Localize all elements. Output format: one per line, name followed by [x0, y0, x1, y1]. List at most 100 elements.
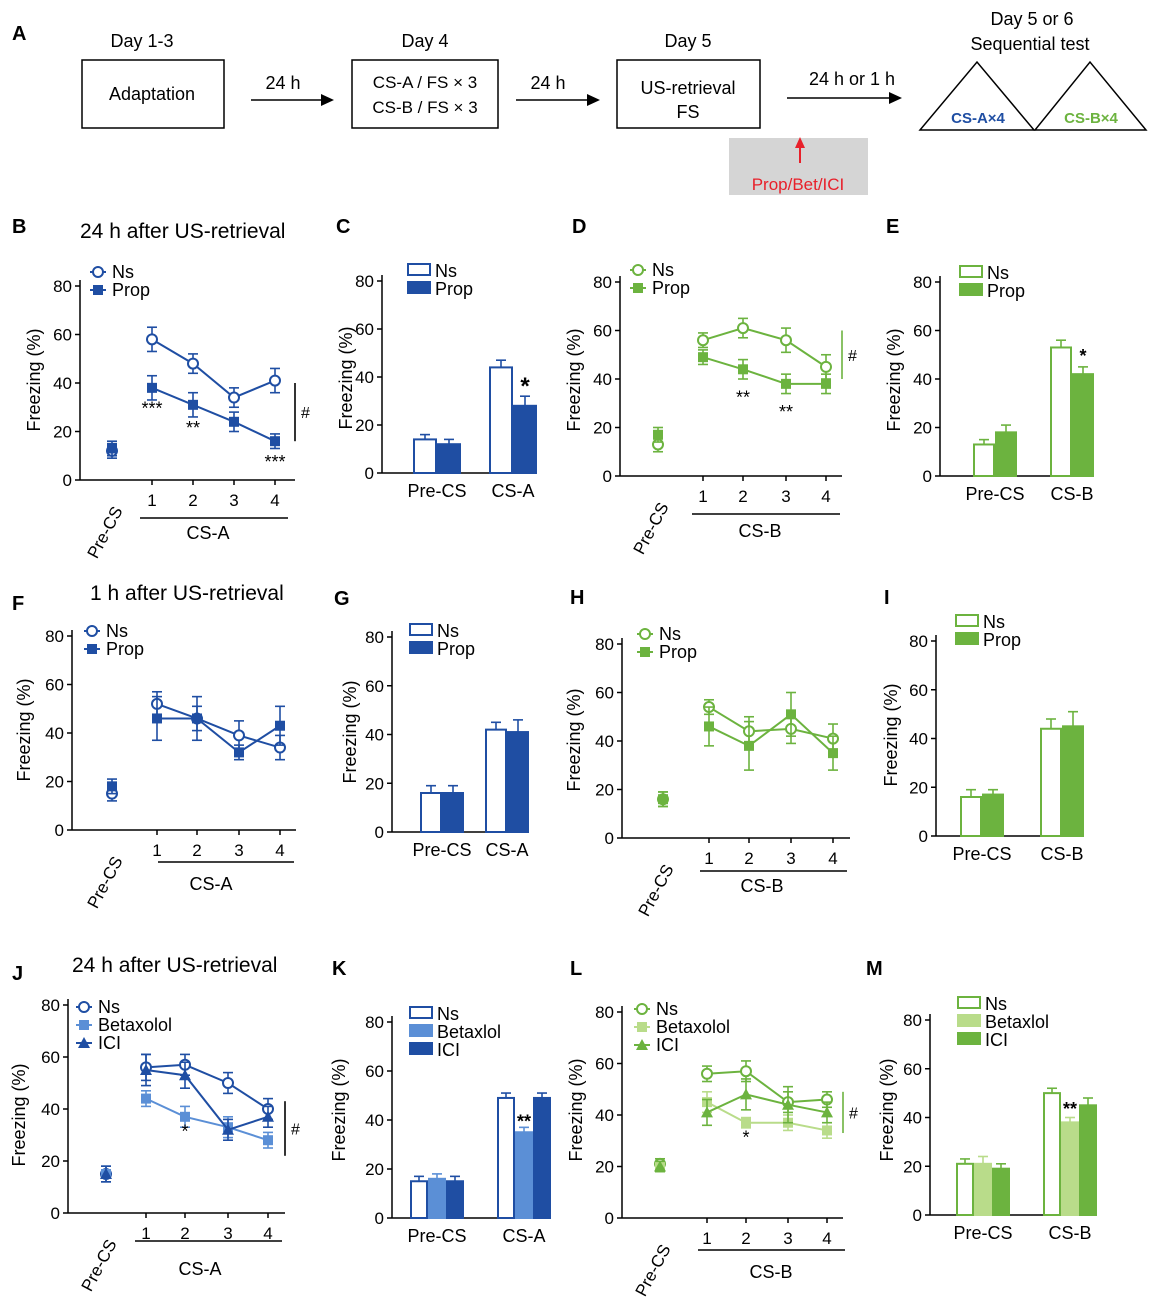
panel-i-legend-swatch: [955, 632, 979, 645]
panel-e-category-label: Pre-CS: [965, 484, 1024, 504]
panel-j-point: [222, 1123, 234, 1135]
panel-l-legend-label: ICI: [656, 1035, 679, 1055]
panel-b-xtick-label: 1: [147, 491, 156, 510]
panel-d-point: [821, 378, 831, 389]
panel-g-bar: [442, 792, 464, 833]
panel-l-series-ns: [654, 1060, 833, 1170]
panel-d-significance: **: [736, 387, 750, 407]
panel-c-ytick-label: 80: [355, 272, 374, 291]
panel-e-legend-swatch: [959, 283, 983, 296]
panel-i-category-label: Pre-CS: [952, 844, 1011, 864]
panel-g-legend-swatch: [409, 641, 433, 654]
panel-c-ytick-label: 20: [355, 416, 374, 435]
context-a-triangle: [918, 60, 1036, 131]
day13-label: Day 1-3: [110, 31, 173, 51]
panel-l-hash-mark: #: [849, 1105, 858, 1122]
panel-f-series-prop: [107, 695, 285, 795]
panel-h-group-label: CS-B: [740, 876, 783, 896]
panel-f-ytick-label: 80: [45, 627, 64, 646]
panel-k-bar: [497, 1096, 515, 1219]
panel-j-xtick-label: 3: [223, 1224, 232, 1243]
panel-g-bar: [507, 731, 529, 833]
panel-d-point: [820, 360, 832, 373]
panel-k-significance: **: [517, 1111, 531, 1131]
panel-i-ytick-label: 0: [919, 827, 928, 846]
panel-h-legend-label: Prop: [659, 642, 697, 662]
panel-label-a: A: [12, 23, 26, 45]
panel-c-ylabel: Freezing (%): [336, 326, 356, 429]
panel-c-bar: [489, 366, 513, 474]
panel-c-category-label: CS-A: [491, 481, 534, 501]
panel-h-series-ns: [657, 698, 839, 808]
panel-h-point: [828, 748, 838, 759]
panel-b-pre-point: [107, 443, 117, 454]
panel-i-label: I: [884, 587, 890, 609]
panel-h-ytick-label: 60: [595, 684, 614, 703]
panel-b-xtick-label: 2: [188, 491, 197, 510]
panel-f-series-ns: [106, 690, 286, 802]
panel-b-ytick-label: 60: [53, 326, 72, 345]
panel-l-point: [782, 1098, 794, 1110]
panel-b-xtick-label: 4: [270, 491, 279, 510]
panel-b-precs-label: Pre-CS: [84, 503, 127, 561]
panel-k-category-label: Pre-CS: [407, 1226, 466, 1246]
panel-e-bar: [1050, 346, 1072, 477]
panel-d-ytick-label: 60: [593, 322, 612, 341]
panel-c-legend-swatch: [407, 281, 431, 294]
panel-j-ylabel: Freezing (%): [9, 1063, 29, 1166]
adaptation-text: Adaptation: [109, 84, 195, 104]
panel-j-legend-marker: [78, 1001, 90, 1013]
panel-i-ytick-label: 20: [909, 778, 928, 797]
panel-k-label: K: [332, 958, 347, 980]
panel-b-point: [187, 357, 199, 370]
panel-m-bar: [1061, 1121, 1079, 1216]
panel-l-legend-marker: [636, 1039, 648, 1050]
panel-d-legend-marker: [632, 264, 644, 276]
panel-k-legend-swatch: [409, 1042, 433, 1055]
panel-k-legend-swatch: [409, 1024, 433, 1037]
panel-c-category-label: Pre-CS: [407, 481, 466, 501]
panel-h-point: [704, 721, 714, 732]
panel-j-group-label: CS-A: [178, 1259, 221, 1279]
panel-f-group-label: CS-A: [189, 874, 232, 894]
panel-b-ytick-label: 40: [53, 374, 72, 393]
panel-j-point: [263, 1135, 273, 1146]
panel-b-hash-mark: #: [301, 405, 310, 422]
panel-e-bar: [973, 443, 995, 478]
panel-l-series-line: [706, 1101, 828, 1132]
context-b-triangle: [1033, 60, 1148, 131]
panel-c-significance: *: [520, 373, 530, 400]
panel-k-legend-label: ICI: [437, 1040, 460, 1060]
panel-d-xtick-label: 1: [698, 487, 707, 506]
panel-b-significance: ***: [141, 399, 162, 419]
panel-g-category-label: CS-A: [485, 840, 528, 860]
panel-h-xtick-label: 4: [828, 849, 837, 868]
panel-m-significance: **: [1063, 1099, 1077, 1119]
panel-d-significance: **: [779, 402, 793, 422]
panel-f-ytick-label: 60: [45, 676, 64, 695]
day4-label: Day 4: [401, 31, 448, 51]
panel-d-ytick-label: 80: [593, 273, 612, 292]
panel-j-legend-marker: [78, 1037, 90, 1048]
panel-e-ytick-label: 40: [913, 370, 932, 389]
panel-f-label: F: [12, 593, 24, 615]
conditioning-line2: CS-B / FS × 3: [372, 98, 477, 117]
panel-c-ytick-label: 40: [355, 368, 374, 387]
panel-e-ytick-label: 20: [913, 419, 932, 438]
panel-c-bar: [513, 404, 537, 474]
panel-m-legend-label: Ns: [985, 994, 1007, 1014]
panel-j-ytick-label: 20: [41, 1152, 60, 1171]
panel-j-ytick-label: 40: [41, 1100, 60, 1119]
panel-j-ytick-label: 60: [41, 1048, 60, 1067]
panel-f-ytick-label: 20: [45, 773, 64, 792]
row3-title: 24 h after US-retrieval: [72, 954, 277, 977]
protocol-panel: A Day 1-3 Adaptation 24 h Day 4 CS-A / F…: [12, 9, 1148, 195]
panel-b-point: [147, 382, 157, 393]
panel-l-xtick-label: 4: [822, 1229, 831, 1248]
panel-j-xtick-label: 1: [141, 1224, 150, 1243]
panel-k-ytick-label: 80: [365, 1013, 384, 1032]
